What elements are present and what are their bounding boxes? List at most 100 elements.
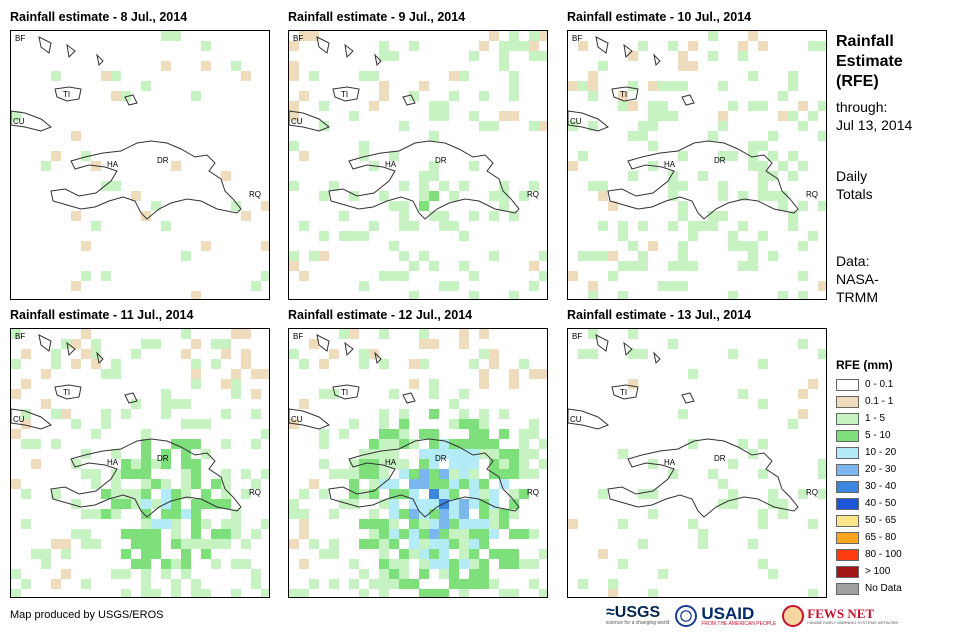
- legend-item: No Data: [836, 580, 902, 597]
- legend-swatch: [836, 565, 859, 578]
- legend-swatch: [836, 446, 859, 459]
- panel-title: Rainfall estimate - 11 Jul., 2014: [10, 308, 194, 322]
- map-label-rq: RQ: [806, 488, 818, 497]
- map-label-ha: HA: [107, 160, 119, 169]
- legend-label: No Data: [865, 583, 902, 594]
- legend-item: 30 - 40: [836, 478, 902, 495]
- legend-swatch: [836, 480, 859, 493]
- map-label-cu: CU: [13, 117, 25, 126]
- legend-item: 0 - 0.1: [836, 376, 902, 393]
- map-label-rq: RQ: [249, 190, 261, 199]
- map-label-cu: CU: [291, 117, 303, 126]
- rfe-legend: RFE (mm) 0 - 0.1 0.1 - 1 1 - 5 5 - 10 10 - 2…: [836, 358, 902, 597]
- legend-item: 80 - 100: [836, 546, 902, 563]
- legend-swatch: [836, 514, 859, 527]
- map-label-bf: BF: [572, 34, 582, 43]
- map-label-dr: DR: [714, 454, 726, 463]
- legend-label: 20 - 30: [865, 464, 897, 475]
- legend-swatch: [836, 548, 859, 561]
- rainfall-map: BF TI CU HA DR RQ: [567, 328, 827, 598]
- map-label-ti: TI: [620, 90, 627, 99]
- daily-totals-label: Daily Totals: [836, 168, 873, 202]
- map-credit: Map produced by USGS/EROS: [10, 609, 164, 621]
- usaid-logo: USAID FROM THE AMERICAN PEOPLE: [701, 603, 777, 627]
- map-label-cu: CU: [570, 117, 582, 126]
- map-label-ha: HA: [664, 458, 676, 467]
- usaid-seal-icon: [675, 605, 698, 627]
- legend-label: 65 - 80: [865, 532, 897, 543]
- map-label-ha: HA: [385, 458, 397, 467]
- legend-title: RFE (mm): [836, 358, 893, 372]
- legend-item: 10 - 20: [836, 444, 902, 461]
- fews-net-logo: FEWS NET FAMINE EARLY WARNING SYSTEMS NE…: [807, 605, 899, 625]
- legend-item: 50 - 65: [836, 512, 902, 529]
- map-label-bf: BF: [293, 332, 303, 341]
- map-label-cu: CU: [291, 415, 303, 424]
- legend-swatch: [836, 463, 859, 476]
- legend-swatch: [836, 378, 859, 391]
- legend-swatch: [836, 412, 859, 425]
- rainfall-map: BF TI CU HA DR RQ: [567, 30, 827, 300]
- legend-item: 20 - 30: [836, 461, 902, 478]
- legend-item: 5 - 10: [836, 427, 902, 444]
- legend-label: > 100: [865, 566, 891, 577]
- rainfall-map: BF TI CU HA DR RQ: [288, 30, 548, 300]
- legend-swatch: [836, 531, 859, 544]
- map-label-ti: TI: [63, 388, 70, 397]
- map-label-ha: HA: [107, 458, 119, 467]
- map-label-bf: BF: [293, 34, 303, 43]
- legend-label: 0 - 0.1: [865, 379, 894, 390]
- map-label-ha: HA: [385, 160, 397, 169]
- map-label-bf: BF: [572, 332, 582, 341]
- legend-item: 0.1 - 1: [836, 393, 902, 410]
- fews-net-emblem-icon: [782, 605, 805, 627]
- legend-label: 50 - 65: [865, 515, 897, 526]
- legend-swatch: [836, 497, 859, 510]
- legend-item: 40 - 50: [836, 495, 902, 512]
- map-label-rq: RQ: [527, 190, 539, 199]
- map-label-dr: DR: [157, 454, 169, 463]
- legend-item: 65 - 80: [836, 529, 902, 546]
- map-label-rq: RQ: [527, 488, 539, 497]
- legend-swatch: [836, 582, 859, 595]
- legend-label: 40 - 50: [865, 498, 897, 509]
- map-label-dr: DR: [157, 156, 169, 165]
- rainfall-map: BF TI CU HA DR RQ: [10, 328, 270, 598]
- legend-swatch: [836, 395, 859, 408]
- legend-label: 10 - 20: [865, 447, 897, 458]
- legend-label: 30 - 40: [865, 481, 897, 492]
- map-label-cu: CU: [13, 415, 25, 424]
- usgs-logo: ≈USGS science for a changing world: [606, 604, 670, 627]
- legend-item: 1 - 5: [836, 410, 902, 427]
- panel-title: Rainfall estimate - 12 Jul., 2014: [288, 308, 473, 322]
- panel-title: Rainfall estimate - 9 Jul., 2014: [288, 10, 466, 24]
- map-label-rq: RQ: [249, 488, 261, 497]
- map-label-dr: DR: [714, 156, 726, 165]
- legend-swatch: [836, 429, 859, 442]
- legend-label: 1 - 5: [865, 413, 886, 424]
- rainfall-map: BF TI CU HA DR RQ: [10, 30, 270, 300]
- map-label-bf: BF: [15, 332, 25, 341]
- product-title: Rainfall Estimate (RFE): [836, 33, 903, 90]
- agency-logos: ≈USGS science for a changing world USAID…: [606, 602, 898, 630]
- map-label-ti: TI: [341, 388, 348, 397]
- panel-title: Rainfall estimate - 8 Jul., 2014: [10, 10, 188, 24]
- panel-title: Rainfall estimate - 10 Jul., 2014: [567, 10, 752, 24]
- legend-label: 5 - 10: [865, 430, 891, 441]
- legend-label: 80 - 100: [865, 549, 902, 560]
- map-label-ti: TI: [620, 388, 627, 397]
- data-source: Data: NASA- TRMM: [836, 253, 879, 305]
- map-label-ha: HA: [664, 160, 676, 169]
- through-date: through: Jul 13, 2014: [836, 99, 913, 133]
- map-label-cu: CU: [570, 415, 582, 424]
- map-label-rq: RQ: [806, 190, 818, 199]
- map-label-ti: TI: [63, 90, 70, 99]
- legend-item: > 100: [836, 563, 902, 580]
- map-label-dr: DR: [435, 454, 447, 463]
- map-label-dr: DR: [435, 156, 447, 165]
- rainfall-map: BF TI CU HA DR RQ: [288, 328, 548, 598]
- legend-label: 0.1 - 1: [865, 396, 894, 407]
- map-label-bf: BF: [15, 34, 25, 43]
- map-label-ti: TI: [341, 90, 348, 99]
- panel-title: Rainfall estimate - 13 Jul., 2014: [567, 308, 752, 322]
